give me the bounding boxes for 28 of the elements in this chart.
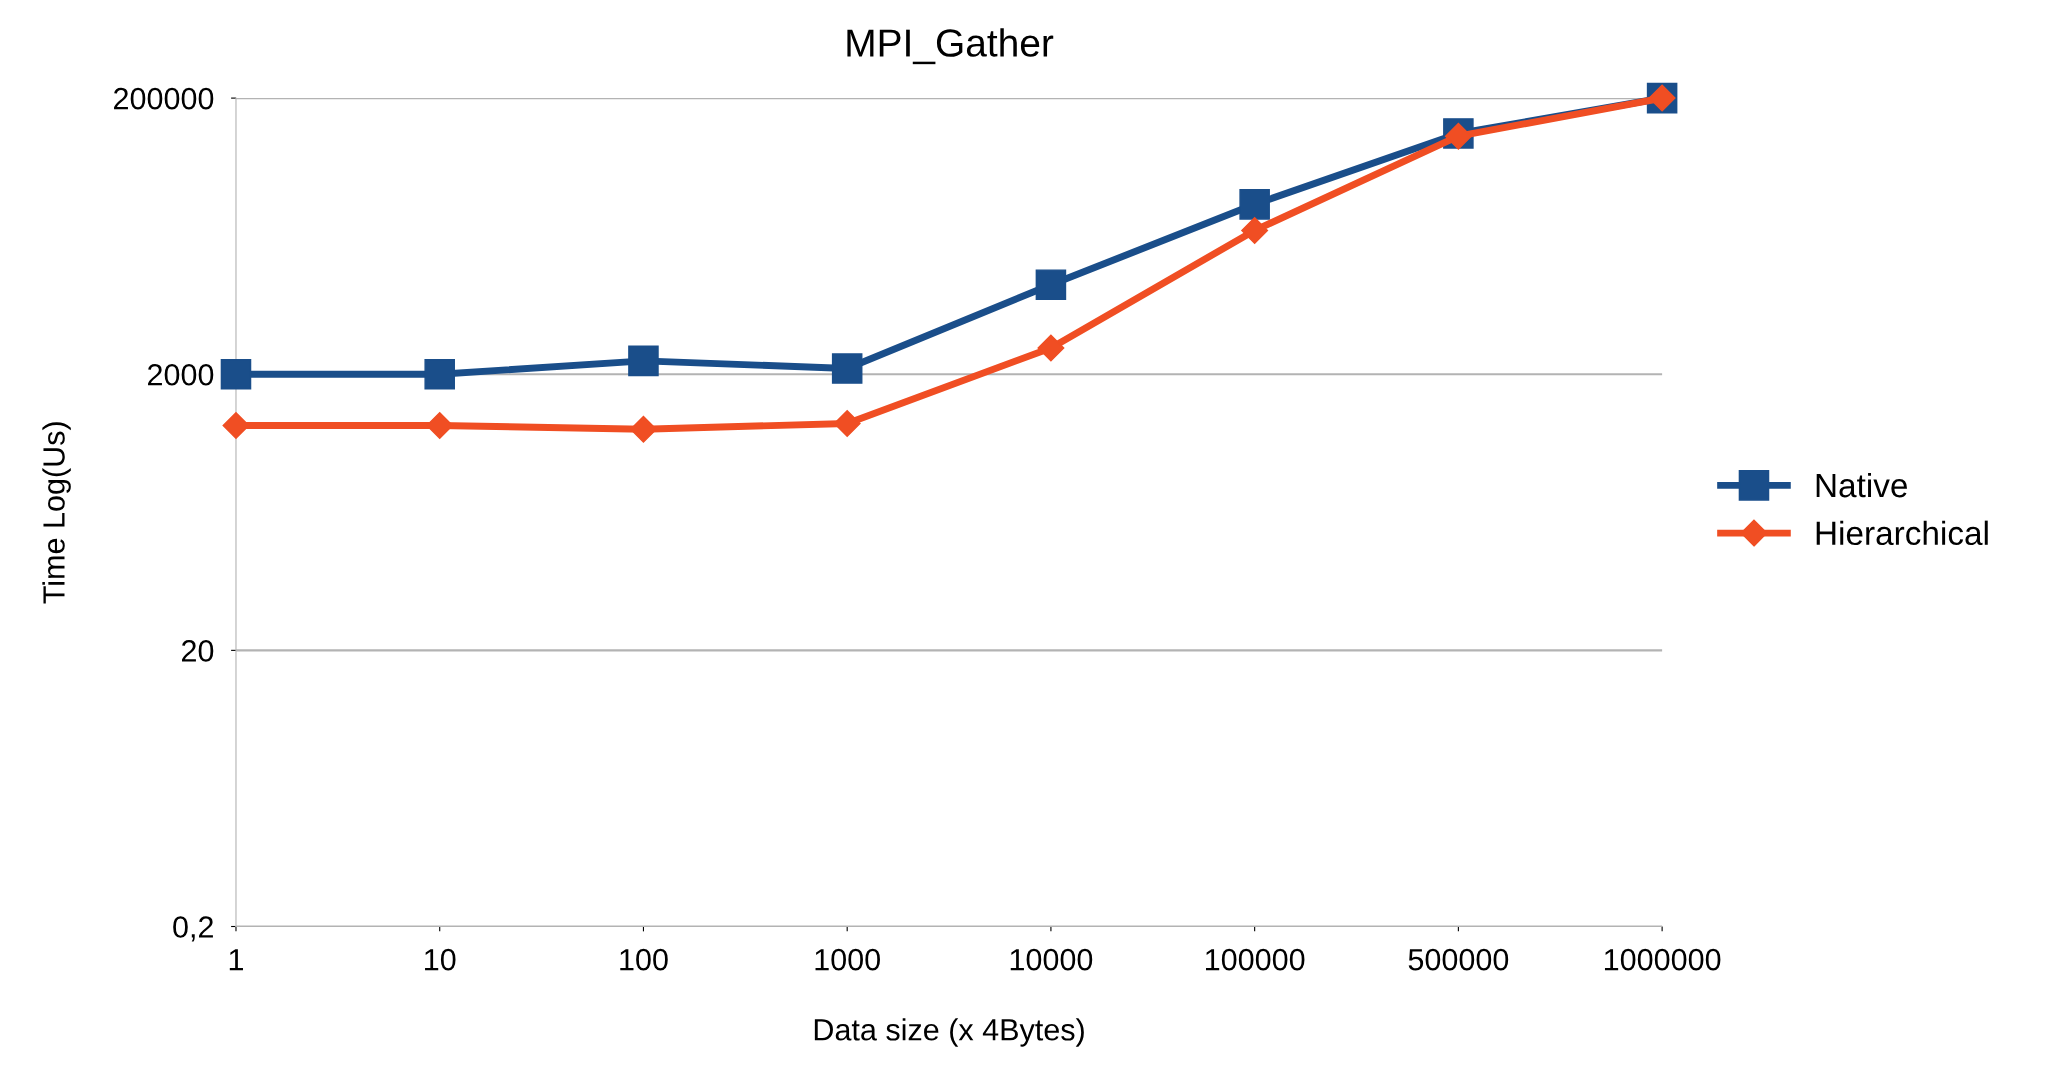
y-tick-label: 2000	[148, 363, 214, 386]
y-tick-label: 20	[182, 640, 214, 662]
x-tick-label: 10	[425, 948, 456, 971]
point	[1035, 269, 1067, 300]
x-tick-label: 1000	[815, 948, 880, 971]
x-tick-label: 1	[229, 949, 243, 971]
legend-label: Hierarchical	[1816, 520, 1988, 546]
x-tick-label: 1000000	[1604, 948, 1721, 971]
point	[426, 412, 454, 440]
point	[1241, 216, 1269, 244]
point	[629, 415, 657, 443]
point	[833, 409, 861, 437]
point	[424, 358, 455, 390]
x-tick-label: 500000	[1408, 948, 1509, 971]
chart-title: MPI_Gather	[847, 28, 1054, 65]
y-tick-label: 200000	[114, 87, 214, 110]
y-tick-label: 0,2	[173, 916, 213, 942]
point	[1037, 334, 1065, 362]
x-tick-label: 10000	[1010, 948, 1093, 971]
point	[831, 353, 863, 384]
x-tick-label: 100000	[1206, 948, 1305, 971]
point	[220, 358, 252, 390]
y-axis-title: Time Log(Us)	[42, 422, 71, 604]
point	[628, 345, 659, 377]
point	[1239, 189, 1270, 220]
x-tick-label: 100	[620, 948, 668, 971]
legend-label: Native	[1816, 472, 1907, 498]
x-axis-title: Data size (x 4Bytes)	[814, 1018, 1084, 1047]
